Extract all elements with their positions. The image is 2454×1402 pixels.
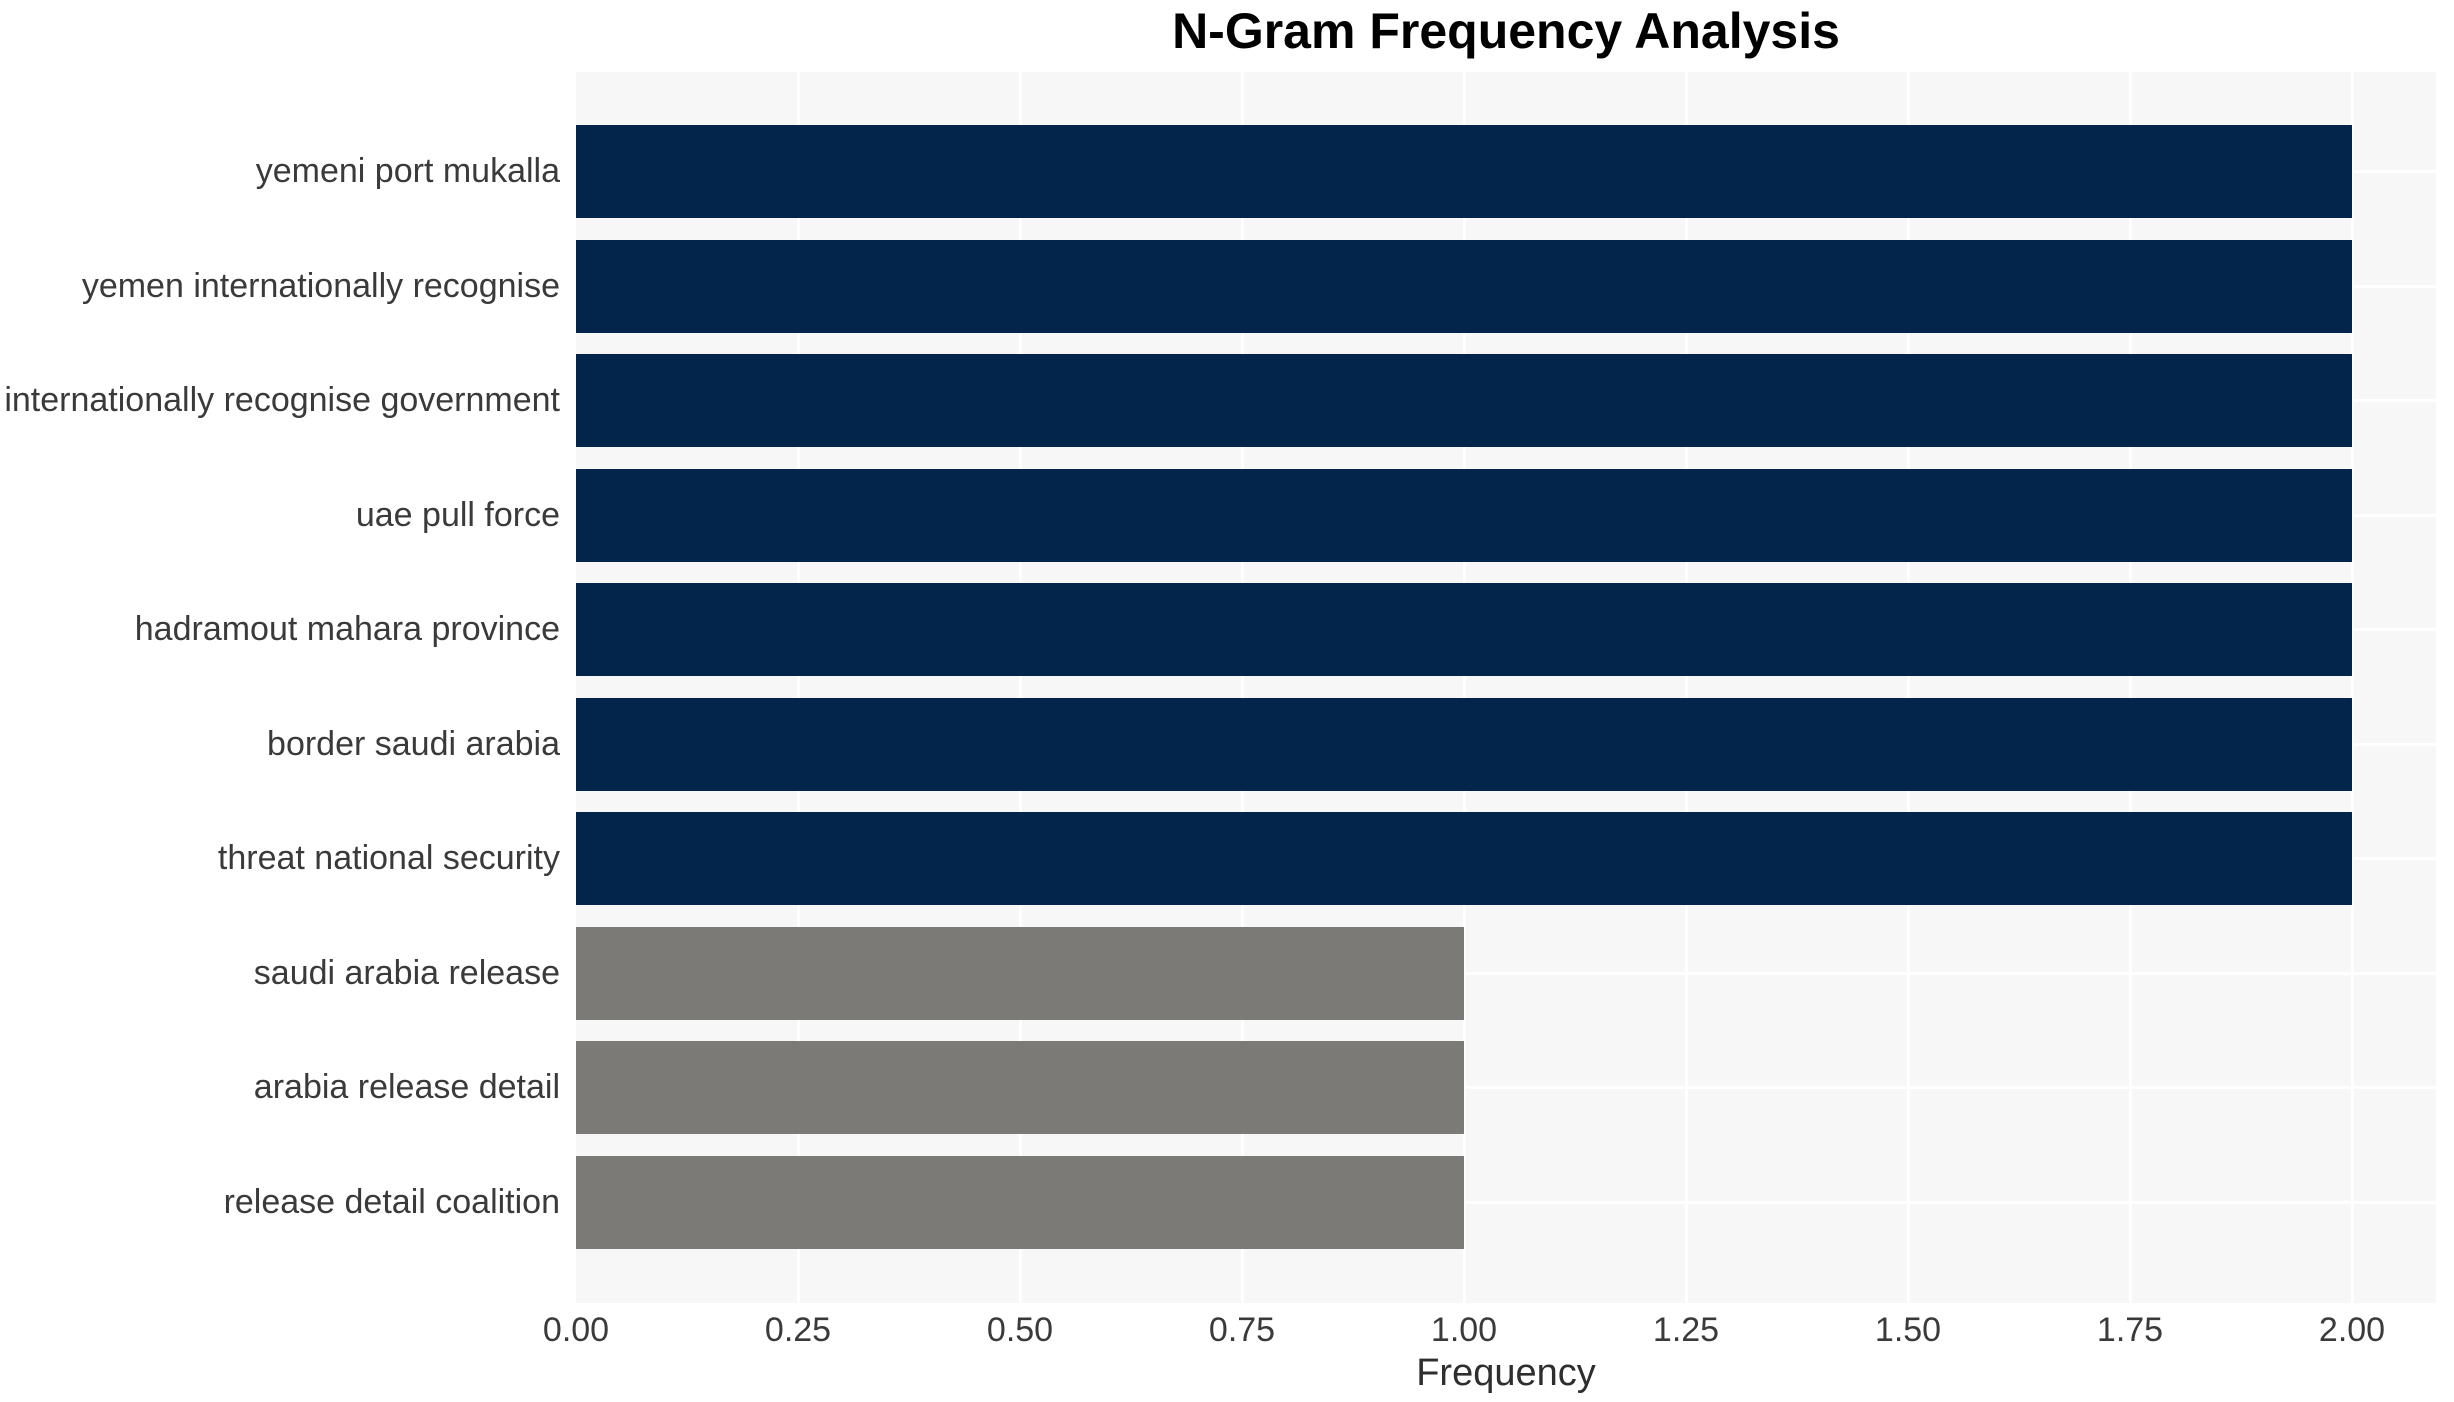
gridline-horizontal <box>576 971 2436 975</box>
y-tick-label: saudi arabia release <box>253 953 560 992</box>
y-tick-label: yemeni port mukalla <box>255 152 560 190</box>
y-tick-label: threat national security <box>217 839 560 877</box>
y-tick-label: yemen internationally recognise <box>81 266 560 305</box>
bar <box>576 926 1464 1020</box>
y-tick-label: arabia release detail <box>253 1068 560 1106</box>
chart-title: N-Gram Frequency Analysis <box>1172 3 1840 59</box>
bar <box>576 354 2352 447</box>
bar <box>576 239 2352 333</box>
x-tick-label: 1.25 <box>1652 1311 1720 1349</box>
x-tick-label: 1.00 <box>1430 1311 1498 1349</box>
x-tick-label: 0.50 <box>986 1311 1054 1349</box>
gridline-vertical <box>2128 72 2132 1303</box>
x-tick-label: 0.00 <box>542 1311 610 1349</box>
x-axis-title: Frequency <box>1416 1352 1596 1394</box>
gridline-horizontal <box>576 1200 2436 1204</box>
gridline-vertical <box>1684 72 1688 1303</box>
bar <box>576 1155 1464 1249</box>
x-tick-label: 1.50 <box>1874 1311 1942 1349</box>
y-tick-label: border saudi arabia <box>267 724 560 763</box>
x-axis: 0.00 0.25 0.50 0.75 1.00 1.25 1.50 1.75 2.00 <box>543 1311 2436 1355</box>
y-tick-label: hadramout mahara province <box>134 610 560 648</box>
x-tick-label: 0.25 <box>764 1311 832 1349</box>
bar <box>576 812 2352 905</box>
x-tick-label: 0.75 <box>1208 1311 1276 1349</box>
y-tick-label: internationally recognise government <box>4 381 560 419</box>
bar <box>576 583 2352 676</box>
gridline-vertical <box>1462 72 1466 1303</box>
bar <box>576 697 2352 791</box>
gridline-horizontal <box>576 1086 2436 1089</box>
gridline-vertical <box>1906 72 1910 1303</box>
gridline-vertical <box>1018 72 1022 1303</box>
gridline-vertical <box>2350 72 2354 1303</box>
x-tick-label: 2.00 <box>2318 1311 2386 1349</box>
gridline-vertical <box>796 72 800 1303</box>
plot-area <box>576 72 2436 1303</box>
x-tick-label: 1.75 <box>2096 1311 2164 1349</box>
y-axis: yemeni port mukalla yemen internationally… <box>0 72 560 1303</box>
y-tick-label: uae pull force <box>355 495 560 534</box>
y-tick-label: release detail coalition <box>223 1182 560 1221</box>
gridline-vertical <box>1240 72 1244 1303</box>
bar <box>576 125 2352 218</box>
bar <box>576 468 2352 562</box>
bar <box>576 1041 1464 1134</box>
